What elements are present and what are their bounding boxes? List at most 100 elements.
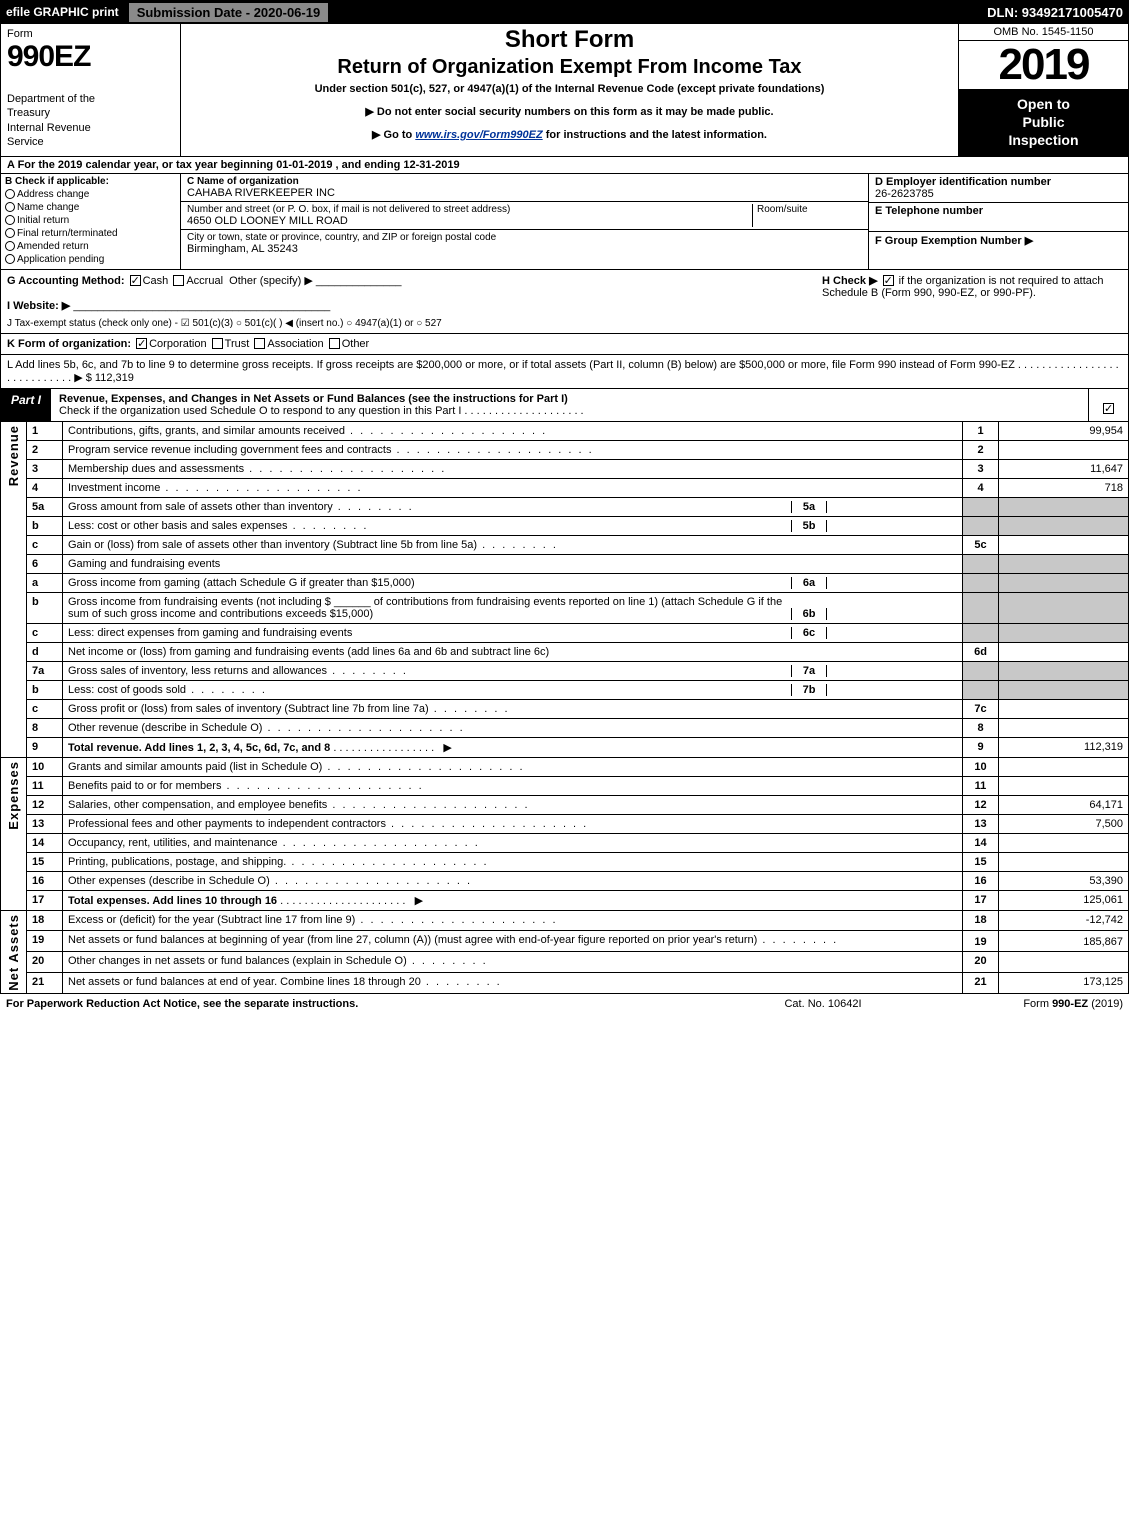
line-1: Revenue 1 Contributions, gifts, grants, …: [1, 422, 1129, 441]
line-17: 17 Total expenses. Add lines 10 through …: [1, 890, 1129, 910]
circle-icon[interactable]: [5, 228, 15, 238]
arrow-icon: ▶: [443, 742, 451, 754]
line-20: 20 Other changes in net assets or fund b…: [1, 952, 1129, 973]
check-icon[interactable]: [212, 338, 223, 349]
phone-label: E Telephone number: [875, 205, 1122, 217]
row-i: I Website: ▶ ___________________________…: [7, 299, 822, 312]
header-left: Form 990EZ Department of theTreasuryInte…: [1, 24, 181, 156]
footer-center: Cat. No. 10642I: [723, 998, 923, 1010]
chk-address: Address change: [5, 189, 176, 200]
goto-line: ▶ Go to www.irs.gov/Form990EZ for instru…: [189, 128, 950, 141]
line-13: 13 Professional fees and other payments …: [1, 814, 1129, 833]
row-j: J Tax-exempt status (check only one) - ☑…: [7, 318, 822, 329]
row-k: K Form of organization: Corporation Trus…: [0, 334, 1129, 355]
chk-pending: Application pending: [5, 254, 176, 265]
page-footer: For Paperwork Reduction Act Notice, see …: [0, 994, 1129, 1014]
omb-number: OMB No. 1545-1150: [959, 24, 1128, 41]
line-14: 14 Occupancy, rent, utilities, and maint…: [1, 833, 1129, 852]
dln: DLN: 93492171005470: [987, 5, 1129, 20]
circle-icon[interactable]: [5, 202, 15, 212]
row-l: L Add lines 5b, 6c, and 7b to line 9 to …: [0, 355, 1129, 389]
check-icon[interactable]: [1103, 403, 1114, 414]
check-icon[interactable]: [173, 275, 184, 286]
header-center: Short Form Return of Organization Exempt…: [181, 24, 958, 156]
ein-label: D Employer identification number: [875, 176, 1122, 188]
line-11: 11 Benefits paid to or for members 11: [1, 776, 1129, 795]
lines-table: Revenue 1 Contributions, gifts, grants, …: [0, 422, 1129, 995]
part1-tab: Part I: [1, 389, 51, 421]
section-def: D Employer identification number 26-2623…: [868, 174, 1128, 269]
revenue-side-label: Revenue: [1, 422, 27, 758]
city-label: City or town, state or province, country…: [187, 232, 496, 243]
circle-icon[interactable]: [5, 189, 15, 199]
chk-amended: Amended return: [5, 241, 176, 252]
part1-title: Revenue, Expenses, and Changes in Net As…: [51, 389, 1088, 421]
line-18: Net Assets 18 Excess or (deficit) for th…: [1, 910, 1129, 931]
ssn-warning: ▶ Do not enter social security numbers o…: [189, 105, 950, 118]
c-label: C Name of organization: [187, 176, 862, 187]
open-inspection: Open toPublicInspection: [959, 89, 1128, 156]
line-21: 21 Net assets or fund balances at end of…: [1, 973, 1129, 994]
submission-date: Submission Date - 2020-06-19: [129, 3, 329, 22]
chk-initial: Initial return: [5, 215, 176, 226]
check-icon[interactable]: [254, 338, 265, 349]
return-title: Return of Organization Exempt From Incom…: [189, 56, 950, 79]
org-name-row: C Name of organization CAHABA RIVERKEEPE…: [181, 174, 868, 202]
short-form-title: Short Form: [189, 26, 950, 54]
chk-name: Name change: [5, 202, 176, 213]
city: Birmingham, AL 35243: [187, 243, 496, 255]
chk-final: Final return/terminated: [5, 228, 176, 239]
line-8: 8 Other revenue (describe in Schedule O)…: [1, 718, 1129, 737]
street: 4650 OLD LOONEY MILL ROAD: [187, 215, 752, 227]
check-icon[interactable]: [883, 275, 894, 286]
line-6d: d Net income or (loss) from gaming and f…: [1, 642, 1129, 661]
tax-year: 2019: [959, 41, 1128, 89]
irs-link[interactable]: www.irs.gov/Form990EZ: [415, 129, 542, 141]
header-right: OMB No. 1545-1150 2019 Open toPublicInsp…: [958, 24, 1128, 156]
goto-post: for instructions and the latest informat…: [543, 129, 767, 141]
line-5c: c Gain or (loss) from sale of assets oth…: [1, 535, 1129, 554]
line-10: Expenses 10 Grants and similar amounts p…: [1, 757, 1129, 776]
group-label: F Group Exemption Number ▶: [875, 234, 1122, 247]
circle-icon[interactable]: [5, 254, 15, 264]
check-icon[interactable]: [329, 338, 340, 349]
h-check: H Check ▶ if the organization is not req…: [822, 274, 1122, 329]
footer-left: For Paperwork Reduction Act Notice, see …: [6, 998, 723, 1010]
room-label: Room/suite: [757, 204, 862, 215]
line-6a: a Gross income from gaming (attach Sched…: [1, 573, 1129, 592]
part1-sub: Check if the organization used Schedule …: [59, 405, 584, 417]
section-b: B Check if applicable: Address change Na…: [1, 174, 181, 269]
part1-check: [1088, 389, 1128, 421]
line-7a: 7a Gross sales of inventory, less return…: [1, 661, 1129, 680]
line-9: 9 Total revenue. Add lines 1, 2, 3, 4, 5…: [1, 737, 1129, 757]
line-19: 19 Net assets or fund balances at beginn…: [1, 931, 1129, 952]
line-7b: b Less: cost of goods sold 7b: [1, 680, 1129, 699]
line-6c: c Less: direct expenses from gaming and …: [1, 623, 1129, 642]
street-label: Number and street (or P. O. box, if mail…: [187, 204, 752, 215]
street-row: Number and street (or P. O. box, if mail…: [181, 202, 868, 230]
circle-icon[interactable]: [5, 241, 15, 251]
netassets-side-label: Net Assets: [1, 910, 27, 994]
entity-block: B Check if applicable: Address change Na…: [0, 174, 1129, 270]
line-6: 6 Gaming and fundraising events: [1, 554, 1129, 573]
row-a: A For the 2019 calendar year, or tax yea…: [0, 157, 1129, 174]
circle-icon[interactable]: [5, 215, 15, 225]
footer-right: Form 990-EZ (2019): [923, 998, 1123, 1010]
line-15: 15 Printing, publications, postage, and …: [1, 852, 1129, 871]
line-7c: c Gross profit or (loss) from sales of i…: [1, 699, 1129, 718]
line-16: 16 Other expenses (describe in Schedule …: [1, 871, 1129, 890]
line-6b: b Gross income from fundraising events (…: [1, 592, 1129, 623]
top-bar: efile GRAPHIC print Submission Date - 20…: [0, 0, 1129, 24]
check-icon[interactable]: [136, 338, 147, 349]
ein: 26-2623785: [875, 188, 1122, 200]
part1-header: Part I Revenue, Expenses, and Changes in…: [0, 389, 1129, 422]
line-3: 3 Membership dues and assessments 3 11,6…: [1, 459, 1129, 478]
efile-label: efile GRAPHIC print: [0, 5, 125, 19]
row-gh: G Accounting Method: Cash Accrual Other …: [0, 270, 1129, 334]
section-c: C Name of organization CAHABA RIVERKEEPE…: [181, 174, 868, 269]
line-4: 4 Investment income 4 718: [1, 478, 1129, 497]
form-header: Form 990EZ Department of theTreasuryInte…: [0, 24, 1129, 157]
line-5a: 5a Gross amount from sale of assets othe…: [1, 497, 1129, 516]
check-icon[interactable]: [130, 275, 141, 286]
line-2: 2 Program service revenue including gove…: [1, 440, 1129, 459]
